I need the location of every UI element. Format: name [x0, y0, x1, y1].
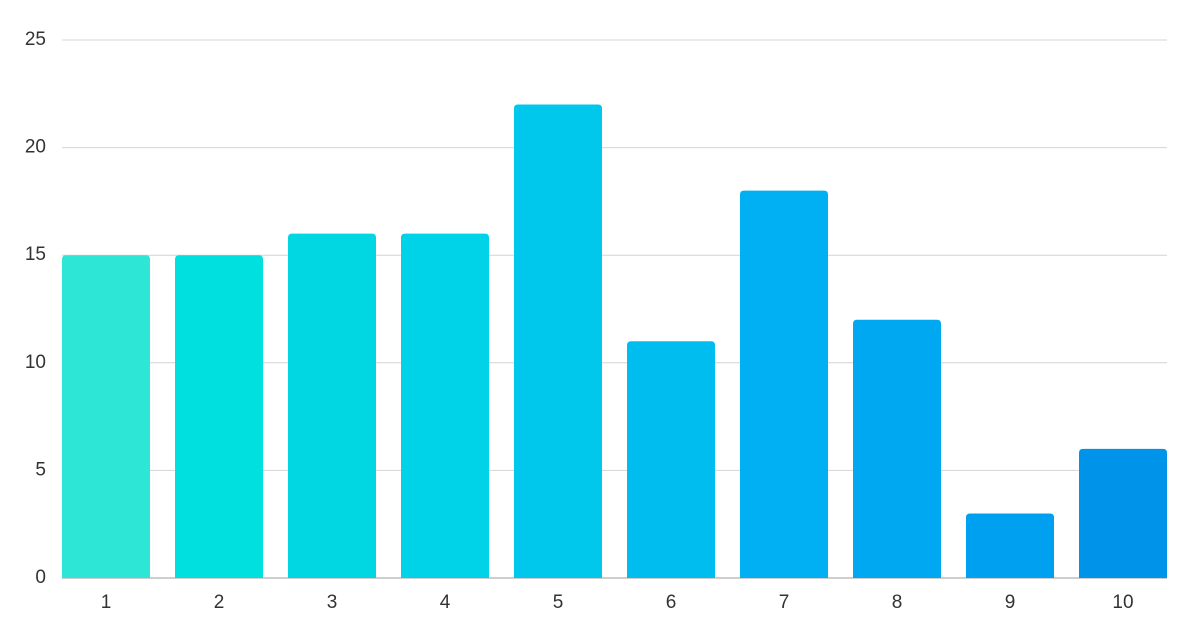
x-tick-label: 4 — [440, 592, 451, 613]
bar — [1079, 448, 1167, 578]
x-tick-label: 8 — [892, 592, 903, 613]
bar — [627, 341, 715, 578]
bar — [740, 190, 828, 578]
y-tick-label: 15 — [25, 244, 46, 265]
y-tick-label: 25 — [25, 29, 46, 50]
x-tick-label: 2 — [214, 592, 225, 613]
bar — [514, 104, 602, 578]
bar — [175, 255, 263, 578]
x-tick-label: 6 — [666, 592, 677, 613]
y-tick-label: 20 — [25, 137, 46, 158]
y-tick-label: 0 — [35, 567, 46, 588]
x-tick-label: 7 — [779, 592, 790, 613]
y-tick-label: 5 — [35, 459, 46, 480]
bar — [288, 233, 376, 578]
bar — [853, 319, 941, 578]
x-tick-label: 3 — [327, 592, 338, 613]
bar — [966, 513, 1054, 578]
y-tick-label: 10 — [25, 352, 46, 373]
x-tick-label: 9 — [1005, 592, 1016, 613]
x-tick-label: 10 — [1112, 592, 1133, 613]
bar — [62, 255, 150, 578]
x-tick-label: 1 — [101, 592, 112, 613]
x-tick-label: 5 — [553, 592, 564, 613]
bar — [401, 233, 489, 578]
